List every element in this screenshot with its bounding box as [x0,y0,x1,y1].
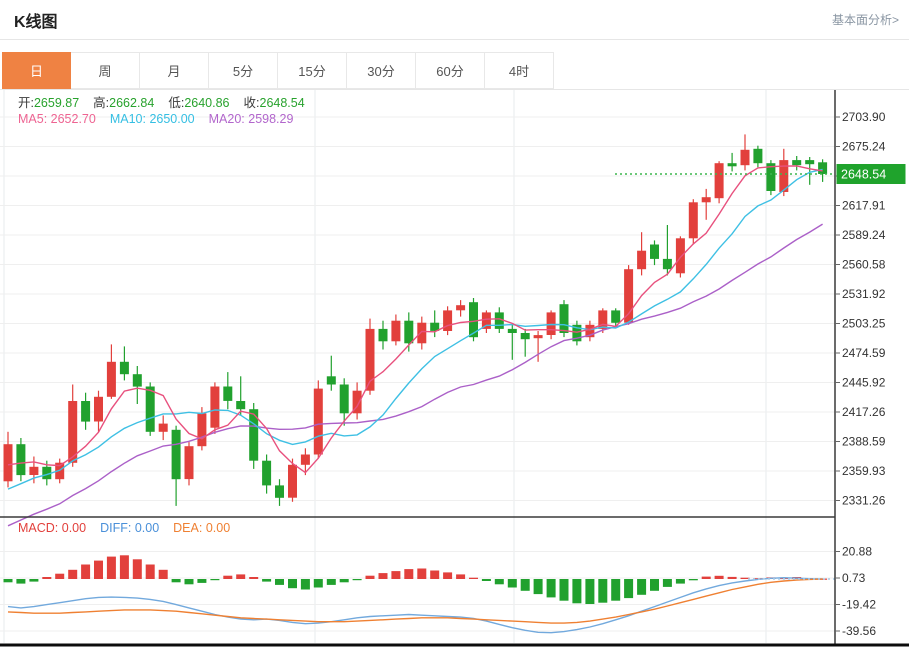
svg-text:2617.91: 2617.91 [842,199,886,213]
dea-line [7,578,823,624]
ohlc-readout: 开:2659.87 高:2662.84 低:2640.86 收:2648.54 [18,92,319,111]
svg-text:2703.90: 2703.90 [842,110,886,124]
ma5-line [7,165,823,474]
legend-item: MA20: 2598.29 [208,112,294,126]
svg-text:20.88: 20.88 [842,545,872,559]
current-price-badge: 2648.54 [836,164,906,184]
legend-item: MA10: 2650.00 [109,112,195,126]
svg-text:-19.42: -19.42 [842,598,876,612]
svg-text:2589.24: 2589.24 [842,228,886,242]
ma-lines [7,165,823,527]
page-title: K线图 [14,13,58,31]
svg-text:2445.92: 2445.92 [842,376,886,390]
svg-text:2675.24: 2675.24 [842,140,886,154]
tab-interval-周[interactable]: 周 [71,52,140,89]
tab-interval-15分[interactable]: 15分 [278,52,347,89]
svg-text:2331.26: 2331.26 [842,494,886,508]
tab-interval-5分[interactable]: 5分 [209,52,278,89]
legend-item: MACD: 0.00 [18,521,87,535]
ma20-line [7,223,823,527]
tab-interval-日[interactable]: 日 [2,52,71,89]
tab-interval-4时[interactable]: 4时 [485,52,554,89]
legend-item: 收:2648.54 [243,96,305,110]
legend-item: 高:2662.84 [93,96,155,110]
diff-line [7,576,823,634]
svg-text:2388.59: 2388.59 [842,435,886,449]
svg-text:2359.93: 2359.93 [842,464,886,478]
price-gridlines [0,116,835,501]
fundamental-analysis-link[interactable]: 基本面分析> [831,13,899,27]
macd-lines [7,576,823,634]
macd-axis-labels: 20.88 0.73 -19.42 -39.56 [835,545,876,638]
svg-text:2503.25: 2503.25 [842,317,886,331]
macd-readout: MACD: 0.00 DIFF: 0.00 DEA: 0.00 [18,521,244,535]
tab-interval-30分[interactable]: 30分 [347,52,416,89]
legend-item: DIFF: 0.00 [100,521,160,535]
legend-item: 低:2640.86 [168,96,230,110]
chart-area: 开:2659.87 高:2662.84 低:2640.86 收:2648.54 MA5… [0,90,909,648]
legend-item: MA5: 2652.70 [18,112,96,126]
svg-text:2560.58: 2560.58 [842,258,886,272]
candlesticks [3,134,828,506]
bottom-frame-line [0,643,909,647]
svg-text:0.73: 0.73 [842,571,866,585]
svg-text:2648.54: 2648.54 [841,168,886,182]
vertical-gridlines [3,90,767,643]
interval-tab-bar: 日周月 5分 15分 30分 60分 4时 [0,52,909,90]
tab-interval-月[interactable]: 月 [140,52,209,89]
ma10-line [7,168,823,490]
svg-text:2417.26: 2417.26 [842,405,886,419]
svg-text:2474.59: 2474.59 [842,346,886,360]
ma-readout: MA5: 2652.70 MA10: 2650.00 MA20: 2598.29 [18,112,307,126]
svg-text:2531.92: 2531.92 [842,287,886,301]
legend-item: 开:2659.87 [18,96,80,110]
header: K线图 基本面分析> [0,0,909,40]
legend-item: DEA: 0.00 [173,521,231,535]
tab-interval-60分[interactable]: 60分 [416,52,485,89]
price-axis-labels: 2703.90 2675.24 2617.91 2589.24 2560.58 2531.… [835,110,886,508]
svg-text:-39.56: -39.56 [842,624,876,638]
